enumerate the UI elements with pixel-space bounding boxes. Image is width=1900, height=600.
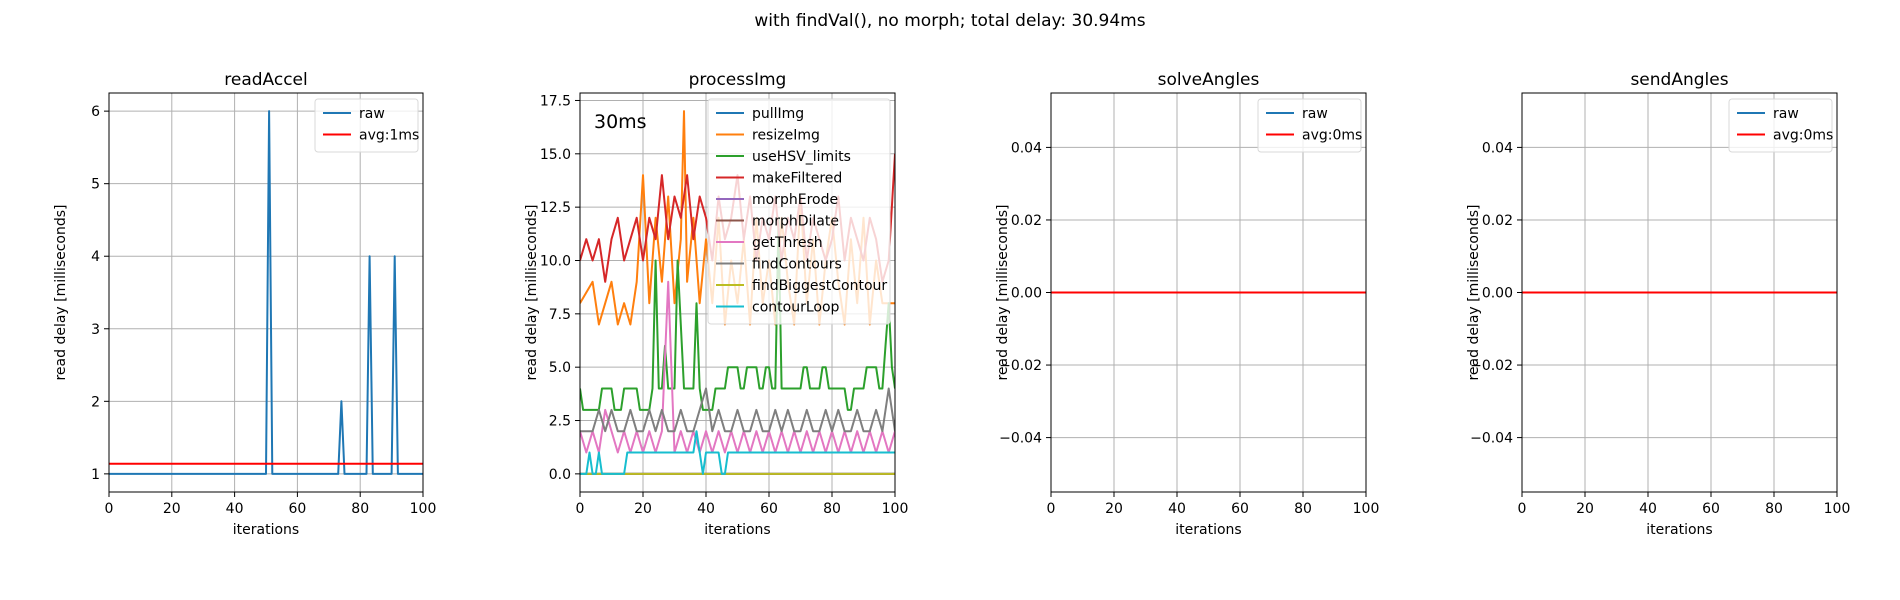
subplot-readAccel: 0 20 40 60 80 100 1 2 3 4 5 6 readAccel iterations rea… [53, 70, 436, 538]
x-axis-label: iterations [1175, 522, 1241, 538]
x-tick-label: 100 [1353, 501, 1380, 517]
series-line-raw [109, 110, 423, 475]
legend-label: avg:0ms [1302, 128, 1362, 144]
series-line-useHSV_limits [580, 216, 895, 411]
subplot-title: processImg [689, 70, 787, 90]
x-tick-label: 100 [410, 501, 437, 517]
subplot-processImg: 0 20 40 60 80 100 0.0 2.5 5.0 7.5 10.0 12.5 15.0 17.5… [524, 70, 908, 538]
legend-label: pullImg [752, 106, 804, 122]
x-tick-label: 0 [105, 501, 114, 517]
x-tick-label: 0 [1518, 501, 1527, 517]
x-tick-label: 80 [351, 501, 369, 517]
y-tick-label: 0.02 [1011, 213, 1042, 229]
y-tick-label: 0.00 [1011, 286, 1042, 302]
y-tick-label: 7.5 [549, 307, 571, 323]
legend-label: contourLoop [752, 300, 840, 316]
subplot-title: solveAngles [1158, 70, 1260, 90]
y-tick-label: 0.04 [1482, 140, 1513, 156]
axes-frame [579, 92, 896, 493]
y-tick-label: 12.5 [540, 200, 571, 216]
y-tick-label: 3 [91, 322, 100, 338]
x-tick-label: 20 [163, 501, 181, 517]
legend: pullImg resizeImg useHSV_limits makeFiltere… [707, 98, 891, 325]
x-tick-label: 80 [1765, 501, 1783, 517]
y-axis-label: read delay [milliseconds] [995, 204, 1011, 380]
y-tick-label: 10.0 [540, 253, 571, 269]
x-tick-label: 60 [288, 501, 306, 517]
y-tick-label: −0.02 [999, 358, 1042, 374]
y-tick-label: 0.02 [1482, 213, 1513, 229]
x-tick-label: 60 [1702, 501, 1720, 517]
axes-frame [108, 92, 424, 493]
legend-label: raw [1302, 106, 1328, 122]
series-line-contourLoop [580, 430, 895, 475]
y-tick-label: 0.0 [549, 467, 571, 483]
x-tick-label: 20 [634, 501, 652, 517]
y-tick-label: 17.5 [540, 93, 571, 109]
x-tick-label: 20 [1576, 501, 1594, 517]
y-tick-label: 6 [91, 104, 100, 120]
y-tick-label: −0.04 [999, 431, 1042, 447]
y-tick-label: 0.04 [1011, 140, 1042, 156]
legend-label: raw [1773, 106, 1799, 122]
legend-label: morphDilate [752, 214, 839, 230]
x-tick-label: 60 [1231, 501, 1249, 517]
x-tick-label: 80 [823, 501, 841, 517]
x-tick-label: 60 [760, 501, 778, 517]
y-tick-label: −0.04 [1470, 431, 1513, 447]
subplot-title: readAccel [224, 70, 308, 90]
legend: raw avg:0ms [1257, 98, 1362, 153]
y-axis-label: read delay [milliseconds] [524, 204, 540, 380]
legend-label: makeFiltered [752, 171, 842, 187]
x-tick-label: 80 [1294, 501, 1312, 517]
legend-box [707, 98, 891, 325]
y-axis-label: read delay [milliseconds] [1466, 204, 1482, 380]
x-tick-label: 0 [576, 501, 585, 517]
x-tick-label: 40 [226, 501, 244, 517]
legend-label: avg:0ms [1773, 128, 1833, 144]
legend: raw avg:1ms [314, 98, 419, 153]
subplot-solveAngles: 0 20 40 60 80 100 −0.04 −0.02 0.00 0.02 0.04 solveA… [995, 70, 1379, 538]
legend-label: morphErode [752, 192, 838, 208]
legend: raw avg:0ms [1728, 98, 1833, 153]
subplots: 0 20 40 60 80 100 1 2 3 4 5 6 readAccel iterations rea… [53, 70, 1850, 538]
y-tick-label: 2.5 [549, 414, 571, 430]
legend-label: useHSV_limits [752, 149, 851, 165]
x-axis-label: iterations [704, 522, 770, 538]
y-tick-label: −0.02 [1470, 358, 1513, 374]
legend-label: findContours [752, 257, 842, 273]
subplot-sendAngles: 0 20 40 60 80 100 −0.04 −0.02 0.00 0.02 0.04 sendAn… [1466, 70, 1850, 538]
x-tick-label: 40 [697, 501, 715, 517]
x-tick-label: 20 [1105, 501, 1123, 517]
y-tick-label: 5.0 [549, 360, 571, 376]
x-tick-label: 40 [1639, 501, 1657, 517]
legend-label: raw [359, 106, 385, 122]
subplot-title: sendAngles [1630, 70, 1728, 90]
x-axis-label: iterations [233, 522, 299, 538]
y-tick-label: 4 [91, 249, 100, 265]
y-axis-label: read delay [milliseconds] [53, 204, 69, 380]
legend-label: getThresh [752, 235, 823, 251]
y-tick-label: 5 [91, 177, 100, 193]
figure-suptitle: with findVal(), no morph; total delay: 3… [754, 11, 1145, 31]
x-axis-label: iterations [1646, 522, 1712, 538]
annotation-text: 30ms [594, 111, 647, 133]
x-tick-label: 100 [882, 501, 909, 517]
y-tick-label: 2 [91, 394, 100, 410]
legend-label: resizeImg [752, 128, 820, 144]
series-group [109, 110, 423, 475]
x-tick-label: 40 [1168, 501, 1186, 517]
y-tick-label: 1 [91, 467, 100, 483]
x-tick-label: 0 [1047, 501, 1056, 517]
legend-label: findBiggestContour [752, 278, 887, 294]
y-tick-label: 0.00 [1482, 286, 1513, 302]
series-line-findContours [580, 387, 895, 433]
y-tick-label: 15.0 [540, 147, 571, 163]
legend-label: avg:1ms [359, 128, 419, 144]
x-tick-label: 100 [1824, 501, 1851, 517]
